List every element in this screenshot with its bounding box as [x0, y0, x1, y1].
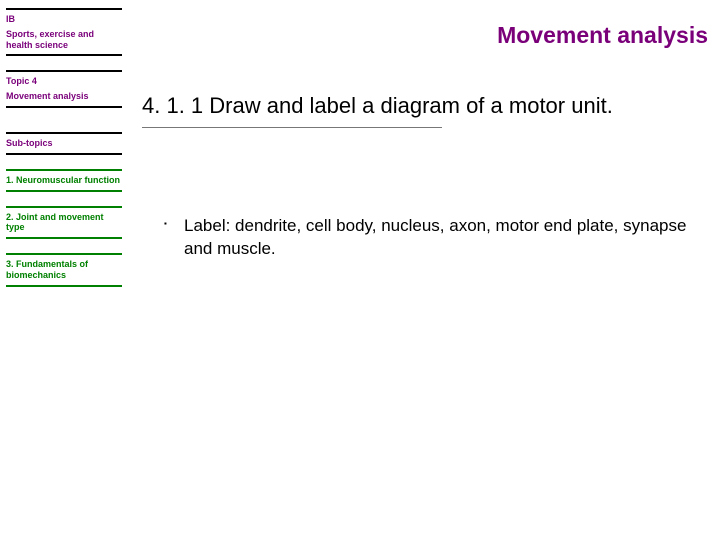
sidebar-subtopic-2[interactable]: 2. Joint and movement type [6, 206, 122, 240]
divider [6, 106, 122, 108]
subtopic-label: 3. Fundamentals of biomechanics [6, 257, 122, 283]
page-title: Movement analysis [142, 22, 708, 49]
heading-block: 4. 1. 1 Draw and label a diagram of a mo… [142, 91, 714, 128]
main-content: Movement analysis 4. 1. 1 Draw and label… [130, 0, 720, 540]
subject-label: Sports, exercise and health science [6, 27, 122, 53]
topic-number: Topic 4 [6, 74, 122, 89]
subtopic-label: 1. Neuromuscular function [6, 173, 122, 188]
divider [6, 70, 122, 72]
heading-underline [142, 127, 442, 128]
sidebar-subtopics-header: Sub-topics [6, 132, 122, 155]
subtopic-label: 2. Joint and movement type [6, 210, 122, 236]
divider [6, 8, 122, 10]
divider [6, 54, 122, 56]
sidebar-subtopic-1[interactable]: 1. Neuromuscular function [6, 169, 122, 192]
subtopics-label: Sub-topics [6, 136, 122, 151]
divider [6, 169, 122, 171]
sidebar-program-block: IB Sports, exercise and health science [6, 8, 122, 56]
list-item: Label: dendrite, cell body, nucleus, axo… [170, 214, 714, 262]
sidebar: IB Sports, exercise and health science T… [0, 0, 130, 540]
sidebar-topic-block: Topic 4 Movement analysis [6, 70, 122, 108]
sidebar-subtopic-3[interactable]: 3. Fundamentals of biomechanics [6, 253, 122, 287]
bullet-list: Label: dendrite, cell body, nucleus, axo… [142, 214, 714, 262]
divider [6, 206, 122, 208]
program-label: IB [6, 12, 122, 27]
divider [6, 153, 122, 155]
divider [6, 237, 122, 239]
divider [6, 253, 122, 255]
topic-name: Movement analysis [6, 89, 122, 104]
divider [6, 190, 122, 192]
divider [6, 132, 122, 134]
section-heading: 4. 1. 1 Draw and label a diagram of a mo… [142, 91, 714, 121]
divider [6, 285, 122, 287]
